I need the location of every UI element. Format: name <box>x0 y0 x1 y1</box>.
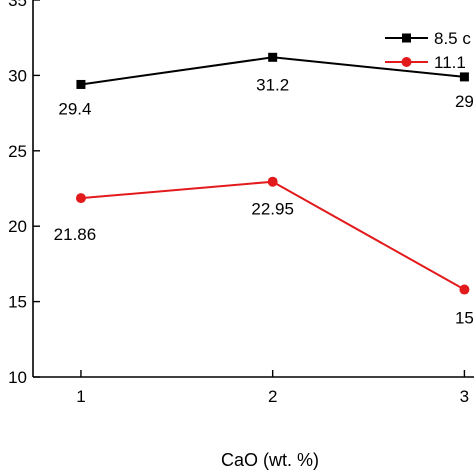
x-tick-label: 3 <box>460 387 469 406</box>
y-tick-label: 10 <box>8 368 27 387</box>
axes <box>32 0 474 378</box>
legend: 8.5 c 11.1 <box>385 29 471 72</box>
data-label: 22.95 <box>251 200 294 219</box>
y-tick-label: 35 <box>8 0 27 10</box>
x-tick-label: 2 <box>268 387 277 406</box>
series-layer <box>75 52 470 295</box>
y-tick-label: 20 <box>8 217 27 236</box>
y-tick-label: 30 <box>8 66 27 85</box>
x-ticks: 1 2 3 <box>76 370 469 406</box>
legend-label: 8.5 c <box>434 29 471 48</box>
data-label: 29.4 <box>58 99 91 118</box>
legend-label: 11.1 <box>434 53 466 72</box>
data-label: 15 <box>455 309 474 328</box>
legend-marker-square <box>402 33 411 43</box>
series-line <box>80 180 465 291</box>
y-tick-label: 15 <box>8 293 27 312</box>
legend-marker-circle <box>401 57 412 67</box>
data-label: 29 <box>455 92 474 111</box>
x-axis-title: CaO (wt. %) <box>221 450 319 470</box>
data-point-circle <box>75 193 86 204</box>
x-tick-label: 1 <box>76 387 85 406</box>
y-ticks: 10 15 20 25 30 35 <box>8 0 40 387</box>
data-point-circle <box>267 176 278 187</box>
data-label: 21.86 <box>54 225 97 244</box>
data-point-square <box>459 72 469 82</box>
data-labels: 29.4 31.2 29 21.86 22.95 15 <box>54 75 474 327</box>
data-label: 31.2 <box>256 75 289 94</box>
y-tick-label: 25 <box>8 142 27 161</box>
data-point-square <box>268 52 278 62</box>
data-point-square <box>76 79 86 89</box>
data-point-circle <box>459 284 470 295</box>
